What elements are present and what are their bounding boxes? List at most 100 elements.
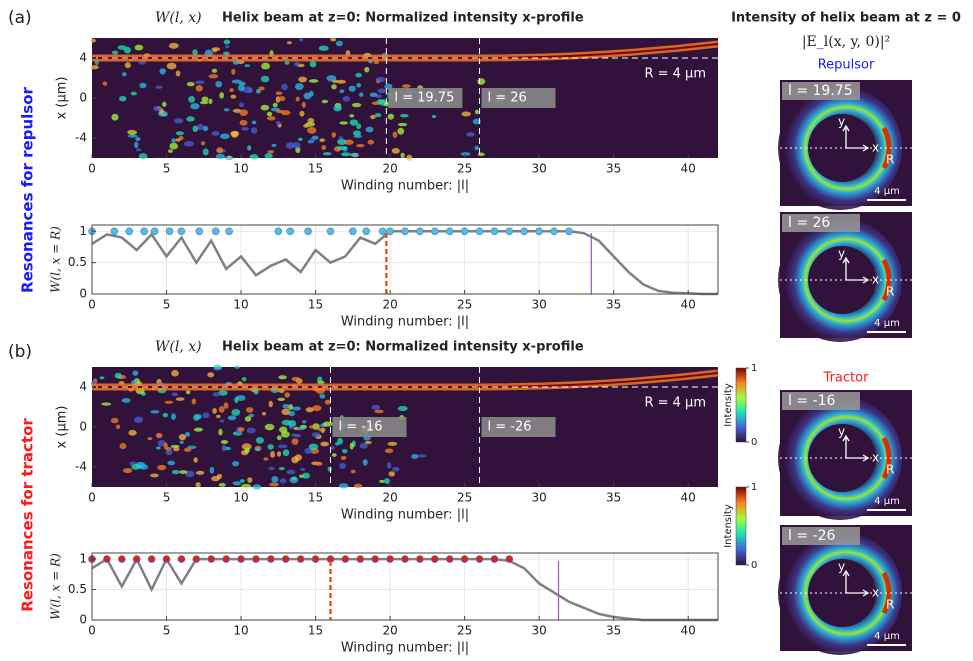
heatmap-speckle (284, 61, 290, 65)
x-tick-label: 20 (382, 624, 397, 638)
x-tick-label: 15 (308, 162, 323, 176)
heatmap-speckle (339, 89, 345, 94)
inset-title: Intensity of helix beam at z = 0 (731, 11, 961, 26)
heatmap-speckle (397, 127, 405, 135)
resonance-point (165, 227, 174, 236)
marker-label-box (388, 88, 463, 108)
heatmap-speckle (238, 102, 245, 108)
y-tick-label: -4 (75, 131, 87, 145)
heatmap-speckle (318, 45, 329, 51)
x-tick-label: 15 (308, 624, 323, 638)
heatmap-speckle (280, 431, 290, 438)
heatmap-speckle (339, 121, 348, 125)
heatmap-speckle (223, 108, 230, 112)
heatmap-speckle (209, 466, 215, 474)
heatmap-speckle (336, 104, 341, 110)
y-axis-label: x (μm) (55, 406, 70, 449)
heatmap-speckle (225, 45, 230, 49)
heatmap-speckle (275, 109, 284, 114)
heatmap-speckle (286, 469, 296, 475)
y-axis-label: x (μm) (55, 77, 70, 120)
heatmap-speckle (319, 138, 325, 143)
heatmap-speckle (227, 415, 237, 421)
heatmap-speckle (220, 439, 229, 445)
heatmap-speckle (356, 143, 365, 148)
heatmap-speckle (200, 141, 206, 146)
heatmap-speckle (284, 392, 291, 398)
resonance-point (195, 227, 204, 236)
resonance-point (274, 227, 283, 236)
heatmap-speckle (358, 92, 364, 97)
heatmap-speckle (193, 457, 198, 463)
heatmap-speckle (319, 393, 326, 399)
heatmap-speckle (221, 444, 227, 452)
axis-arrows (842, 569, 870, 597)
heatmap-speckle (121, 72, 127, 77)
image-label: l = -26 (788, 528, 835, 544)
y-tick-label: 0 (79, 613, 87, 627)
heatmap-speckle (232, 108, 242, 113)
x-tick-label: 10 (233, 298, 248, 312)
heatmap-speckle (251, 120, 257, 125)
heatmap-speckle (153, 105, 162, 112)
resonance-point (192, 555, 201, 563)
heatmap-speckle (246, 427, 256, 434)
heatmap-speckle (292, 141, 301, 149)
heatmap-speckle (127, 134, 138, 138)
heatmap-speckle (150, 473, 159, 478)
heatmap-speckle (237, 84, 245, 92)
marker-label: l = -26 (488, 420, 532, 435)
heatmap-speckle (331, 453, 337, 457)
heatmap-speckle (117, 45, 127, 50)
axis-label-y: y (838, 247, 845, 261)
heatmap-speckle (99, 376, 105, 380)
heatmap-speckle (184, 431, 191, 437)
heatmap-speckle (169, 142, 179, 150)
x-tick-label: 5 (163, 298, 171, 312)
heatmap-speckle (111, 113, 119, 121)
heatmap-speckle (173, 118, 184, 124)
heatmap-speckle (291, 476, 298, 481)
heatmap-speckle (338, 136, 344, 140)
heatmap-speckle (341, 449, 348, 454)
panel-label: (b) (8, 342, 32, 362)
axis-label-x: x (872, 586, 879, 600)
heatmap-speckle (150, 410, 160, 414)
heatmap-speckle (229, 88, 234, 93)
heatmap-speckle (353, 483, 363, 489)
heatmap-speckle (384, 448, 394, 454)
heatmap-speckle (282, 449, 290, 457)
heatmap-speckle (131, 463, 141, 470)
resonance-point (505, 555, 514, 563)
axis-label-x: x (872, 141, 879, 155)
heatmap-speckle (369, 92, 378, 97)
resonance-point (520, 227, 529, 236)
heatmap-speckle (277, 397, 286, 401)
heatmap-speckle (218, 390, 228, 396)
heatmap-speckle (218, 482, 226, 487)
heatmap-speckle (208, 98, 213, 105)
heatmap-speckle (474, 145, 479, 151)
resonance-point (118, 555, 126, 563)
heatmap-speckle (353, 134, 363, 138)
heatmap-speckle (119, 443, 127, 450)
heatmap-speckle (477, 78, 486, 85)
image-label: l = 26 (788, 215, 830, 231)
inset-group-title: Repulsor (818, 58, 875, 73)
x-tick-label: 15 (308, 298, 323, 312)
heatmap-speckle (294, 61, 300, 67)
heatmap-speckle (312, 405, 322, 412)
heatmap-speckle (250, 127, 258, 134)
heatmap-speckle (114, 372, 122, 379)
heatmap-speckle (138, 464, 149, 470)
x-tick-label: 25 (457, 298, 472, 312)
axis-label-x: x (872, 451, 879, 465)
heatmap-speckle (127, 129, 135, 133)
heatmap-speckle (134, 44, 144, 51)
heatmap-speckle (231, 79, 242, 84)
heatmap-speckle (223, 402, 229, 409)
heatmap-speckle (244, 447, 250, 454)
y-tick-label: 0.5 (68, 582, 87, 596)
heatmap-speckle (374, 409, 384, 414)
x-tick-label: 0 (88, 491, 96, 505)
